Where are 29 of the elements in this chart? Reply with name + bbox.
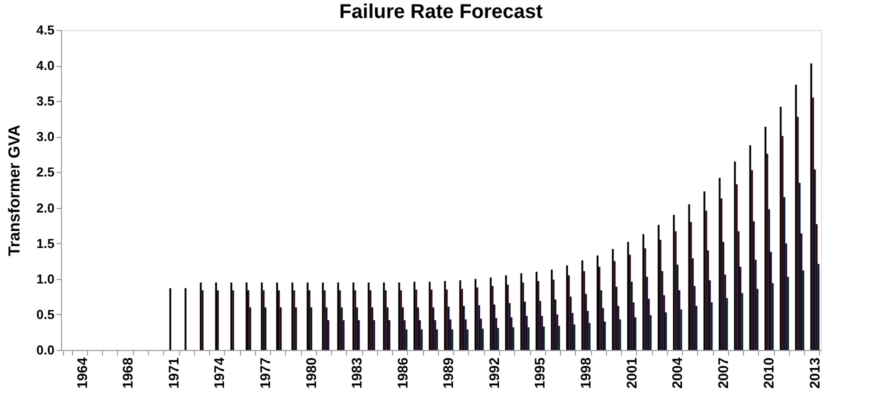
x-tick-label: 1995: [532, 357, 548, 389]
x-tick-label: 2004: [669, 357, 686, 389]
x-tick-label: 1980: [302, 357, 319, 389]
x-tick-label: 1989: [440, 357, 456, 389]
x-tick-label: 1977: [257, 357, 273, 389]
y-tick-label: 4.0: [36, 58, 54, 74]
y-tick-label: 1.5: [36, 236, 54, 251]
x-tick-label: 2013: [806, 357, 822, 389]
x-tick-label: 1992: [486, 357, 502, 389]
y-tick-label: 2.0: [36, 200, 54, 216]
y-tick-label: 3.5: [36, 94, 54, 109]
y-axis-title: Transformer GVA: [6, 124, 24, 256]
y-tick-label: 4.5: [36, 22, 54, 38]
chart-title: Failure Rate Forecast: [339, 1, 544, 23]
x-tick-label: 1968: [120, 357, 136, 389]
x-tick-label: 1983: [348, 357, 365, 389]
x-tick-label: 2007: [714, 357, 731, 389]
y-tick-label: 0.0: [36, 342, 54, 358]
x-tick-label: 2001: [623, 357, 640, 389]
x-tick-label: 1964: [74, 357, 90, 389]
x-tick-label: 1986: [394, 357, 410, 389]
y-tick-label: 1.0: [36, 271, 54, 286]
y-tick-label: 2.5: [36, 164, 54, 180]
y-tick-label: 0.5: [36, 306, 54, 322]
x-tick-label: 1974: [211, 357, 228, 389]
x-tick-label: 1998: [577, 357, 594, 389]
x-tick-label: 2010: [760, 357, 777, 389]
x-tick-label: 1971: [165, 357, 182, 389]
y-tick-label: 3.0: [36, 129, 54, 144]
